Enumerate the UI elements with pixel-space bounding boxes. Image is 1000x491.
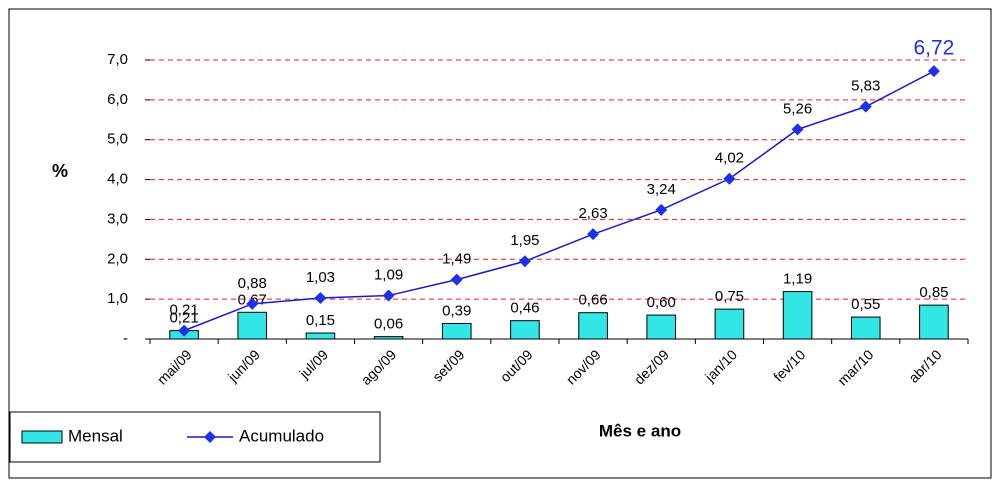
legend-label: Acumulado bbox=[239, 426, 324, 445]
line-marker bbox=[246, 297, 259, 310]
line-marker bbox=[314, 291, 327, 304]
bar bbox=[441, 322, 472, 340]
line-marker bbox=[859, 100, 872, 113]
bar bbox=[850, 316, 881, 340]
line-value-label: 3,24 bbox=[647, 181, 676, 198]
line-value-label: 0,21 bbox=[169, 302, 198, 319]
line-marker bbox=[791, 123, 804, 136]
y-tick-label: 6,0 bbox=[107, 91, 128, 108]
line-marker bbox=[723, 172, 736, 185]
y-tick-label: 3,0 bbox=[107, 210, 128, 227]
line-value-label: 2,63 bbox=[578, 205, 607, 222]
line-value-label: 6,72 bbox=[913, 37, 954, 60]
bar-value-label: 0,55 bbox=[851, 296, 880, 313]
legend-swatch bbox=[204, 431, 216, 443]
line bbox=[183, 70, 935, 332]
bar-value-label: 0,39 bbox=[442, 302, 471, 319]
y-tick-label: 2,0 bbox=[107, 250, 128, 267]
bar bbox=[510, 320, 540, 340]
line-value-label: 0,88 bbox=[238, 275, 267, 292]
line-marker bbox=[450, 273, 463, 286]
line-value-label: 5,26 bbox=[783, 100, 812, 117]
bar-value-label: 0,46 bbox=[510, 300, 539, 317]
line-marker bbox=[382, 289, 395, 302]
y-tick-label: 5,0 bbox=[107, 131, 128, 148]
bar-value-label: 1,19 bbox=[783, 271, 812, 288]
bar-value-label: 0,85 bbox=[919, 284, 948, 301]
x-axis-title: Mês e ano bbox=[599, 421, 681, 440]
y-tick-label: 4,0 bbox=[107, 171, 128, 188]
y-tick-label: 1,0 bbox=[107, 290, 128, 307]
bar-value-label: 0,15 bbox=[306, 312, 335, 329]
bar bbox=[237, 311, 268, 340]
bar-value-label: 0,66 bbox=[578, 292, 607, 309]
legend-label: Mensal bbox=[68, 426, 123, 445]
bar bbox=[714, 308, 745, 340]
line-marker bbox=[178, 324, 191, 337]
bar bbox=[919, 304, 949, 340]
bar-value-label: 0,21 bbox=[169, 310, 198, 327]
line-value-label: 1,49 bbox=[442, 251, 471, 268]
line-marker bbox=[927, 65, 940, 78]
line-value-label: 1,95 bbox=[510, 232, 539, 249]
bar bbox=[646, 314, 677, 340]
line-marker bbox=[518, 255, 531, 268]
bar bbox=[578, 312, 608, 340]
line-value-label: 1,09 bbox=[374, 267, 403, 284]
y-axis-title: % bbox=[52, 161, 68, 181]
line-marker bbox=[655, 203, 668, 216]
bar bbox=[305, 332, 336, 340]
line-marker bbox=[587, 228, 600, 241]
bar-value-label: 0,06 bbox=[374, 316, 403, 333]
y-tick-label: - bbox=[123, 330, 128, 347]
chart-border bbox=[8, 8, 992, 479]
line-value-label: 1,03 bbox=[306, 269, 335, 286]
bar-value-label: 0,75 bbox=[715, 288, 744, 305]
legend-swatch bbox=[21, 430, 63, 444]
line-value-label: 5,83 bbox=[851, 78, 880, 95]
bar-value-label: 0,60 bbox=[647, 294, 676, 311]
bar bbox=[373, 336, 404, 340]
bar bbox=[782, 291, 813, 340]
line-value-label: 4,02 bbox=[715, 150, 744, 167]
y-tick-label: 7,0 bbox=[107, 51, 128, 68]
